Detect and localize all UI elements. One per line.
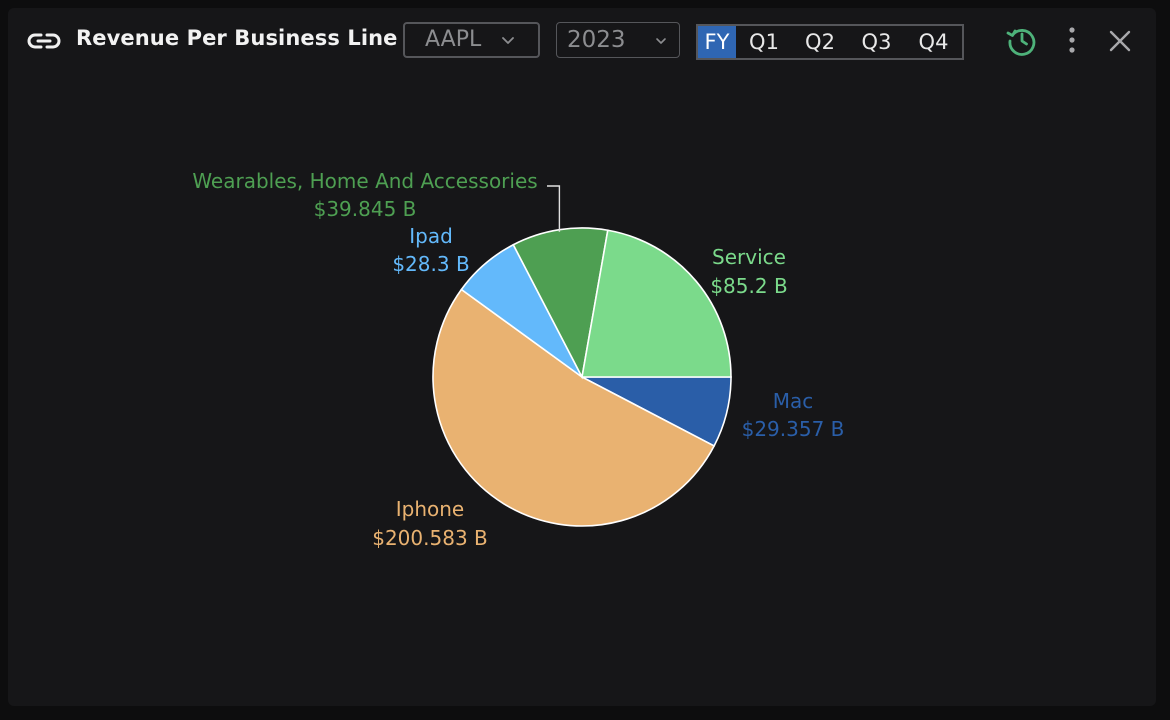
period-q2[interactable]: Q2	[805, 30, 835, 54]
pie-chart: Mac $29.357 B Iphone $200.583 B Ipad $28.3 B W…	[192, 169, 845, 550]
widget-panel: Revenue Per Business Line AAPL 2023 FY Q…	[8, 8, 1156, 706]
slice-label-mac: Mac	[773, 389, 814, 413]
close-icon[interactable]	[1108, 29, 1132, 53]
period-q4[interactable]: Q4	[918, 30, 949, 54]
pie-slice-service[interactable]	[581, 229, 732, 378]
ticker-value: AAPL	[425, 27, 482, 52]
year-value: 2023	[567, 27, 626, 53]
widget-header: Revenue Per Business Line AAPL 2023 FY Q…	[8, 8, 1156, 74]
link-icon[interactable]	[26, 29, 62, 53]
pie-slice-iphone[interactable]	[432, 288, 716, 527]
ticker-select[interactable]: AAPL	[403, 22, 540, 58]
leader-line-wearables-home-and-accessories	[547, 185, 561, 232]
chevron-down-icon	[656, 38, 666, 44]
chevron-down-icon	[502, 37, 514, 44]
period-selector: FY Q1 Q2 Q3 Q4	[696, 24, 964, 60]
slice-label-wearables-home-and-accessories: Wearables, Home And Accessories	[192, 169, 537, 193]
slice-value-wearables-home-and-accessories: $39.845 B	[314, 197, 417, 221]
year-select[interactable]: 2023	[556, 22, 680, 58]
period-q1[interactable]: Q1	[749, 30, 779, 54]
slice-value-service: $85.2 B	[710, 274, 787, 298]
more-vertical-icon[interactable]	[1062, 26, 1082, 56]
slice-value-iphone: $200.583 B	[372, 526, 488, 550]
slice-label-iphone: Iphone	[396, 497, 465, 521]
slice-value-ipad: $28.3 B	[392, 252, 469, 276]
history-icon[interactable]	[1005, 24, 1039, 58]
period-q3[interactable]: Q3	[861, 30, 892, 54]
slice-label-ipad: Ipad	[409, 224, 453, 248]
slice-label-service: Service	[712, 245, 786, 269]
period-fy[interactable]: FY	[698, 26, 736, 58]
slice-value-mac: $29.357 B	[742, 417, 845, 441]
widget-title: Revenue Per Business Line	[76, 26, 398, 50]
